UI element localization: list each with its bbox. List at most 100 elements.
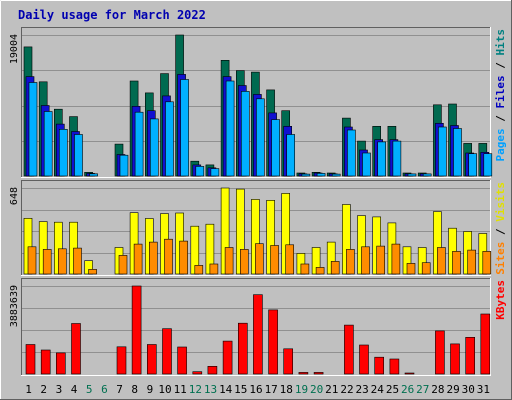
tick-label-day-26: 26 [401, 383, 414, 396]
bar-pages-day-22 [347, 129, 356, 177]
bar-sites-day-3 [57, 248, 67, 275]
tick-label-day-25: 25 [386, 383, 399, 396]
bar-sites-day-31 [482, 251, 492, 275]
bar-pages-day-13 [210, 168, 220, 177]
panel-hits: 19004 [9, 27, 493, 178]
bar-sites-day-2 [42, 249, 52, 275]
tick-label-day-21: 21 [325, 383, 338, 396]
bar-sites-day-14 [224, 247, 234, 275]
bar-kbytes-day-9 [147, 344, 157, 375]
tick-label-day-19: 19 [295, 383, 308, 396]
bar-kbytes-day-2 [40, 349, 51, 375]
legend-entry: / [494, 109, 507, 129]
panel-kbytes: 3883639 [9, 278, 491, 376]
tick-label-day-31: 31 [477, 383, 490, 396]
bar-kbytes-day-4 [71, 323, 81, 375]
bar-sites-day-22 [346, 249, 355, 275]
tick-label-day-1: 1 [25, 383, 32, 396]
bar-sites-day-1 [27, 246, 37, 275]
bar-pages-day-12 [195, 166, 205, 177]
tick-label-day-4: 4 [71, 383, 78, 396]
bar-sites-day-29 [452, 251, 461, 275]
series-sites [27, 238, 492, 275]
series-kbytes [25, 285, 491, 375]
bar-pages-day-19 [301, 173, 311, 177]
bar-pages-day-31 [483, 153, 493, 177]
tick-label-day-30: 30 [462, 383, 475, 396]
tick-label-day-13: 13 [204, 383, 217, 396]
bar-kbytes-day-26 [404, 372, 415, 375]
legend-entry: Sites [494, 242, 507, 275]
tick-label-day-5: 5 [86, 383, 93, 396]
legend-entry: Visits [494, 182, 507, 222]
bar-sites-day-16 [255, 243, 264, 275]
tick-label-day-6: 6 [101, 383, 108, 396]
legend-kbytes: KBytes [494, 280, 507, 320]
bar-kbytes-day-17 [268, 309, 278, 375]
bar-pages-day-24 [377, 141, 387, 177]
tick-label-day-27: 27 [416, 383, 429, 396]
bar-sites-day-20 [315, 267, 325, 275]
tick-label-day-20: 20 [310, 383, 323, 396]
bar-kbytes-day-8 [131, 285, 142, 375]
bar-kbytes-day-7 [116, 346, 127, 375]
bar-pages-day-1 [28, 82, 38, 177]
panel-max-label: 3883639 [9, 285, 20, 327]
tick-label-day-15: 15 [234, 383, 247, 396]
bar-pages-day-21 [331, 173, 341, 177]
panel-max-label: 648 [9, 187, 20, 205]
bar-sites-day-9 [149, 241, 158, 275]
bar-sites-day-28 [437, 247, 446, 275]
bar-kbytes-day-31 [480, 313, 491, 375]
bar-sites-day-21 [330, 261, 340, 275]
bar-sites-day-19 [300, 263, 310, 275]
tick-label-day-11: 11 [174, 383, 187, 396]
bar-kbytes-day-14 [222, 340, 233, 375]
bar-sites-day-11 [179, 240, 188, 275]
series-pages [28, 79, 493, 177]
bar-kbytes-day-10 [162, 328, 172, 375]
bar-pages-day-25 [392, 140, 402, 177]
bar-kbytes-day-23 [359, 344, 369, 375]
bar-pages-day-28 [438, 126, 447, 177]
bar-pages-day-18 [286, 134, 296, 177]
bar-pages-day-30 [468, 153, 478, 177]
bar-kbytes-day-28 [435, 330, 445, 375]
legend-entry: Files [494, 75, 507, 108]
bar-pages-day-8 [134, 111, 144, 177]
bar-sites-day-26 [406, 263, 416, 275]
bar-pages-day-20 [316, 173, 326, 177]
tick-label-day-28: 28 [431, 383, 444, 396]
legend-entry: Hits [494, 29, 507, 56]
legend-entry: Pages [494, 128, 507, 161]
bar-pages-day-4 [74, 134, 83, 177]
legend-entry: / [494, 56, 507, 76]
bar-pages-day-10 [165, 101, 174, 177]
bar-sites-day-10 [164, 238, 173, 275]
tick-label-day-8: 8 [131, 383, 138, 396]
bar-pages-day-14 [225, 80, 235, 177]
bar-pages-day-7 [119, 154, 129, 177]
bar-pages-day-27 [422, 173, 432, 177]
chart-title: Daily usage for March 2022 [18, 8, 206, 22]
bar-kbytes-day-15 [238, 322, 248, 375]
tick-label-day-12: 12 [189, 383, 202, 396]
bar-kbytes-day-20 [313, 372, 324, 375]
tick-label-day-17: 17 [265, 383, 278, 396]
legend-entry: / [494, 222, 507, 242]
panel-max-label: 19004 [9, 34, 20, 64]
tick-label-day-14: 14 [219, 383, 233, 396]
panel-visits: 648 [9, 180, 492, 276]
bar-kbytes-day-11 [177, 346, 187, 375]
bar-pages-day-29 [453, 128, 462, 177]
bar-sites-day-25 [391, 243, 401, 275]
tick-label-day-7: 7 [116, 383, 123, 396]
bar-kbytes-day-22 [344, 324, 354, 375]
bar-pages-day-15 [241, 91, 250, 177]
bar-sites-day-4 [73, 247, 82, 275]
bar-pages-day-3 [58, 129, 68, 177]
tick-label-day-18: 18 [280, 383, 293, 396]
bar-kbytes-day-18 [283, 348, 294, 375]
legend-visits: Sites / Visits [494, 182, 507, 275]
bar-kbytes-day-25 [389, 358, 400, 375]
